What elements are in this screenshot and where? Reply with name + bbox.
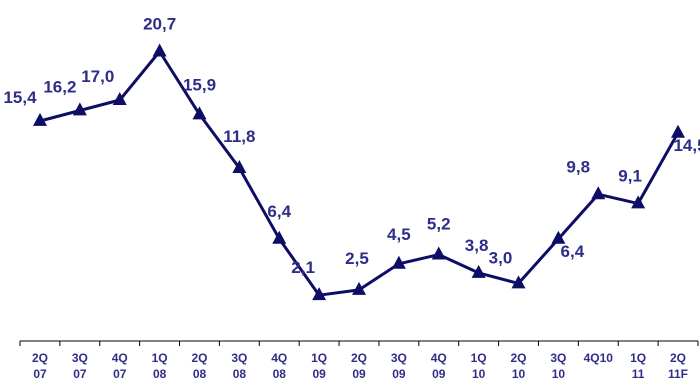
x-tick-label-line2: 08 [273,367,287,381]
triangle-marker [33,112,47,126]
x-tick-label-line1: 4Q10 [584,351,614,365]
x-tick-label: 4Q 08 [271,351,287,381]
data-label: 5,2 [427,215,451,234]
data-label: 2,5 [345,249,369,268]
triangle-marker [471,264,486,278]
x-tick-label: 2Q 07 [32,351,48,381]
x-tick-label: 3Q 10 [550,351,566,381]
data-label: 3,0 [489,248,513,267]
x-tick-label-line1: 3Q [550,351,566,365]
triangle-marker [272,230,287,244]
x-tick-label-line2: 07 [33,367,47,381]
x-tick-label-line1: 4Q [431,351,447,365]
triangle-marker [112,91,127,105]
data-label: 14,5 [673,136,700,155]
x-tick-label-line1: 3Q [391,351,407,365]
x-tick-label: 3Q 07 [72,351,88,381]
x-tick-label-line1: 3Q [231,351,247,365]
x-tick-label: 4Q 09 [431,351,447,381]
x-tick-label-line1: 1Q [311,351,327,365]
x-tick-label: 1Q 09 [311,351,327,381]
data-label: 11,8 [223,127,255,146]
x-tick-label: 4Q 07 [112,351,128,381]
x-tick-label-line2: 11F [668,367,688,381]
x-tick-label-line2: 09 [392,367,406,381]
triangle-marker [631,195,646,209]
x-tick-label: 2Q 10 [510,351,526,381]
data-label: 15,4 [3,88,37,107]
x-tick-label-line1: 1Q [630,351,646,365]
triangle-marker [352,281,366,295]
x-tick-label-line2: 09 [312,367,326,381]
triangle-marker [671,124,685,138]
data-label: 9,8 [566,157,590,176]
x-tick-label-line2: 10 [512,367,526,381]
x-tick-label-line2: 10 [552,367,566,381]
x-tick-label-line2: 10 [472,367,486,381]
triangle-marker [431,246,446,260]
data-label: 9,1 [618,166,642,185]
x-tick-label-line1: 3Q [72,351,88,365]
x-tick-label: 1Q 08 [152,351,168,381]
x-tick-label-line1: 4Q [271,351,287,365]
x-tick-label-line2: 08 [153,367,167,381]
x-tick-label-line1: 2Q [670,351,686,365]
x-tick-label: 4Q10 [584,351,614,365]
data-label: 4,5 [387,225,411,244]
data-label: 6,4 [267,202,291,221]
data-label: 15,9 [183,75,216,94]
x-tick-label-line2: 09 [352,367,366,381]
x-tick-label: 2Q 11F [668,351,688,381]
triangle-marker [72,102,87,116]
data-label: 2,1 [291,258,315,277]
x-tick-label: 3Q 08 [231,351,247,381]
triangle-marker [391,255,406,269]
x-tick-label-line2: 07 [73,367,87,381]
triangle-marker [232,160,247,174]
data-label: 6,4 [561,242,585,261]
data-label: 20,7 [143,15,176,34]
triangle-marker [511,275,526,289]
x-tick-label-line2: 09 [432,367,446,381]
x-tick-label: 1Q 11 [630,351,646,381]
data-label: 17,0 [81,67,114,86]
triangle-marker [152,43,167,57]
x-tick-label-line2: 11 [632,367,645,381]
x-tick-label-line2: 08 [233,367,247,381]
x-tick-label-line1: 4Q [112,351,128,365]
triangle-marker [591,186,606,200]
triangle-marker [312,287,327,301]
x-tick-label: 1Q 10 [471,351,487,381]
x-tick-label-line1: 2Q [510,351,526,365]
x-tick-label: 2Q 08 [191,351,207,381]
x-tick-label-line1: 2Q [191,351,207,365]
x-tick-label-line2: 08 [193,367,207,381]
x-tick-label-line2: 07 [113,367,127,381]
triangle-marker [192,106,207,120]
x-tick-label-line1: 2Q [351,351,367,365]
x-tick-label: 3Q 09 [391,351,407,381]
data-label: 16,2 [43,77,76,96]
x-tick-label: 2Q 09 [351,351,367,381]
x-tick-label-line1: 1Q [152,351,168,365]
data-label: 3,8 [465,236,489,255]
x-tick-label-line1: 2Q [32,351,48,365]
x-tick-label-line1: 1Q [471,351,487,365]
triangle-marker [551,230,566,244]
